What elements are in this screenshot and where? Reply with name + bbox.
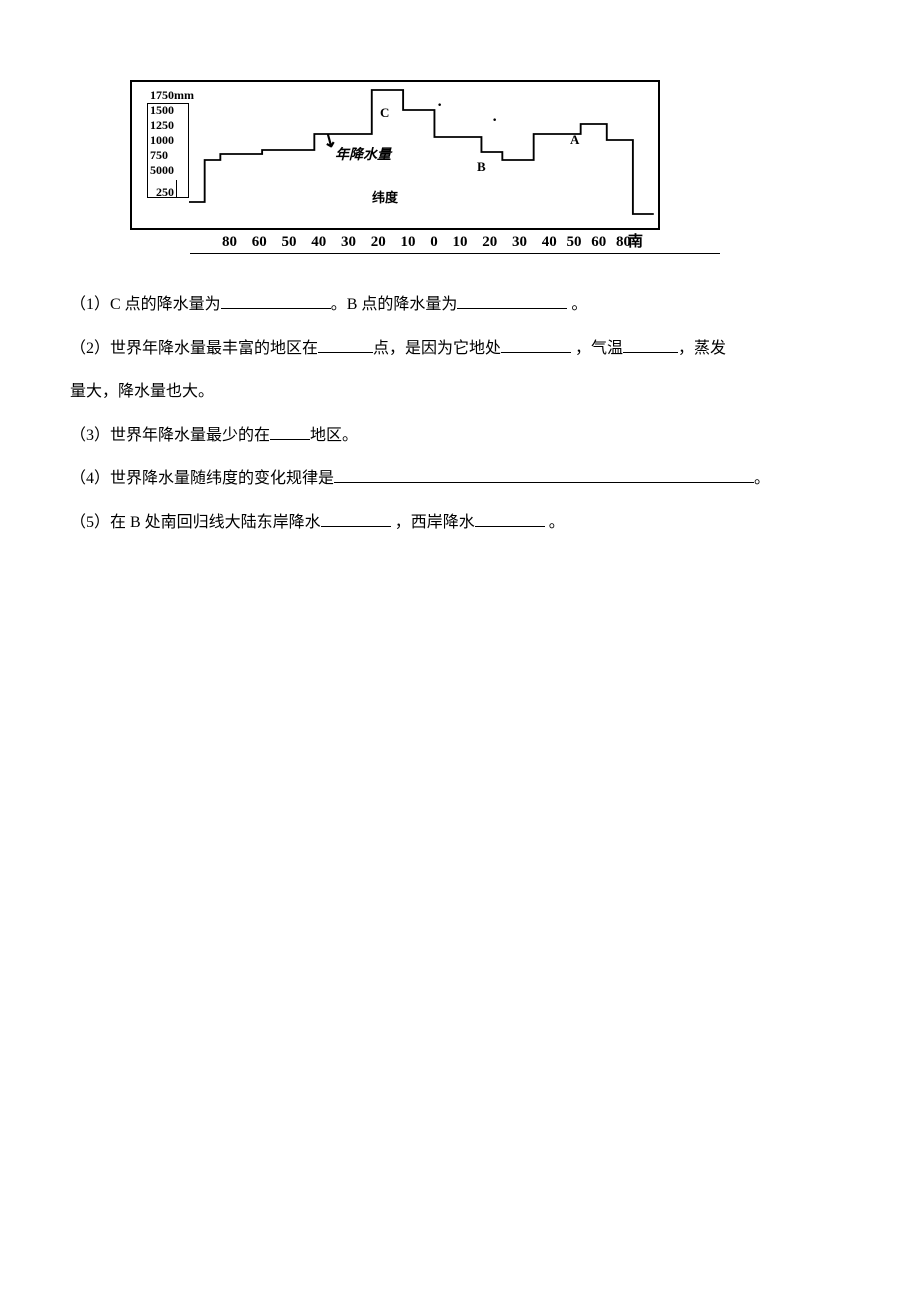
- dot-mark: ·: [437, 97, 442, 115]
- q-text: ，气温: [571, 340, 623, 357]
- q-text: 点，是因为它地处: [373, 340, 501, 357]
- blank-field[interactable]: [270, 439, 310, 440]
- question-4: （4）世界降水量随纬度的变化规律是 。: [70, 458, 850, 500]
- question-1: （1）C 点的降水量为 。B 点的降水量为 。: [70, 284, 850, 326]
- x-tick: 40: [311, 234, 326, 251]
- blank-field[interactable]: [457, 308, 567, 309]
- y-tick: 1500: [150, 103, 194, 118]
- x-tick: 0: [430, 234, 438, 251]
- y-tick: 1750mm: [150, 88, 194, 103]
- q-text: 。: [545, 514, 565, 531]
- q-text: 量大，降水量也大。: [70, 383, 214, 400]
- chart-frame: 1750mm 1500 1250 1000 750 5000 250 C A B…: [130, 80, 660, 230]
- x-tick: 40: [542, 234, 557, 251]
- q-text: ，西岸降水: [391, 514, 475, 531]
- question-list: （1）C 点的降水量为 。B 点的降水量为 。 （2）世界年降水量最丰富的地区在 点…: [70, 284, 850, 544]
- blank-field[interactable]: [318, 352, 373, 353]
- y-tick: 750: [150, 148, 194, 163]
- q-text: （4）世界降水量随纬度的变化规律是: [70, 470, 334, 487]
- x-axis-title: 纬度: [372, 187, 398, 206]
- y-tick: 1250: [150, 118, 194, 133]
- x-baseline: [190, 253, 720, 254]
- x-suffix: 南: [628, 234, 643, 250]
- y-tick: 250: [156, 185, 174, 200]
- x-tick: 50: [282, 234, 297, 251]
- blank-field[interactable]: [623, 352, 678, 353]
- x-tick: 10: [401, 234, 416, 251]
- question-2b: 量大，降水量也大。: [70, 371, 850, 413]
- q-text: （1）C 点的降水量为: [70, 296, 221, 313]
- question-5: （5）在 B 处南回归线大陆东岸降水 ，西岸降水 。: [70, 502, 850, 544]
- x-tick: 10: [453, 234, 468, 251]
- y-axis-labels: 1750mm 1500 1250 1000 750 5000 250: [150, 88, 194, 178]
- x-tick: 30: [512, 234, 527, 251]
- blank-field[interactable]: [475, 526, 545, 527]
- mark-b: B: [477, 159, 486, 175]
- chart-container: 1750mm 1500 1250 1000 750 5000 250 C A B…: [130, 80, 850, 254]
- dot-mark: ·: [492, 112, 497, 130]
- question-3: （3）世界年降水量最少的在 地区。: [70, 415, 850, 457]
- blank-field[interactable]: [221, 308, 331, 309]
- q-text: 。: [754, 470, 770, 487]
- question-2: （2）世界年降水量最丰富的地区在 点，是因为它地处 ，气温 ，蒸发: [70, 328, 850, 370]
- q-text: ，蒸发: [678, 340, 726, 357]
- x-tick: 60: [252, 234, 267, 251]
- x-tick: 20: [482, 234, 497, 251]
- blank-field[interactable]: [321, 526, 391, 527]
- x-tick: 50: [567, 234, 582, 251]
- q-text: 地区。: [310, 427, 358, 444]
- q-text: 。B 点的降水量为: [331, 296, 458, 313]
- x-tick: 30: [341, 234, 356, 251]
- step-line-plot: [189, 82, 659, 232]
- y-tick: 1000: [150, 133, 194, 148]
- x-tick: 20: [371, 234, 386, 251]
- mark-a: A: [570, 132, 579, 148]
- q-text: （3）世界年降水量最少的在: [70, 427, 270, 444]
- x-tick: 60: [591, 234, 606, 251]
- x-axis-labels: 80 60 50 40 30 20 10 0 10 20 30 40 50 60…: [190, 230, 720, 251]
- series-label: 年降水量: [335, 144, 391, 164]
- q-text: （2）世界年降水量最丰富的地区在: [70, 340, 318, 357]
- mark-c: C: [380, 105, 389, 121]
- q-text: （5）在 B 处南回归线大陆东岸降水: [70, 514, 321, 531]
- q-text: 。: [567, 296, 587, 313]
- y-tick: 5000: [150, 163, 194, 178]
- blank-field[interactable]: [334, 482, 754, 483]
- blank-field[interactable]: [501, 352, 571, 353]
- x-tick: 80: [222, 234, 237, 251]
